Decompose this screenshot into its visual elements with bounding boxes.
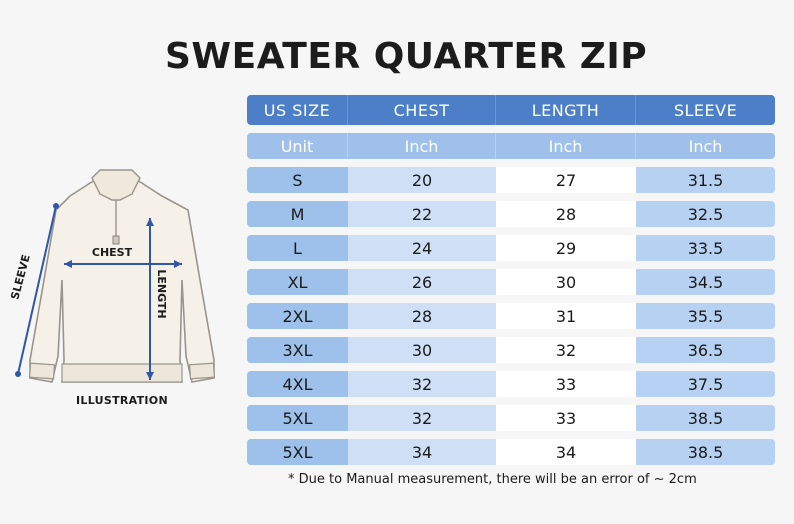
table-header-row: US SIZE CHEST LENGTH SLEEVE bbox=[247, 95, 775, 125]
table-row: 4XL 32 33 37.5 bbox=[247, 371, 775, 397]
cell-sleeve: 33.5 bbox=[636, 235, 775, 261]
cell-size: L bbox=[247, 235, 348, 261]
table-row: L 24 29 33.5 bbox=[247, 235, 775, 261]
cell-length: 28 bbox=[496, 201, 636, 227]
cell-sleeve: 38.5 bbox=[636, 439, 775, 465]
cell-size: S bbox=[247, 167, 348, 193]
header-chest: CHEST bbox=[348, 95, 496, 125]
cell-length: 34 bbox=[496, 439, 636, 465]
table-row: 5XL 32 33 38.5 bbox=[247, 405, 775, 431]
cell-size: 3XL bbox=[247, 337, 348, 363]
unit-sleeve: Inch bbox=[636, 133, 775, 159]
cell-chest: 32 bbox=[348, 405, 496, 431]
table-row: XL 26 30 34.5 bbox=[247, 269, 775, 295]
cell-length: 32 bbox=[496, 337, 636, 363]
cell-length: 30 bbox=[496, 269, 636, 295]
sweater-illustration: SLEEVE CHEST LENGTH bbox=[8, 169, 216, 383]
cell-sleeve: 38.5 bbox=[636, 405, 775, 431]
table-row: 3XL 30 32 36.5 bbox=[247, 337, 775, 363]
cell-sleeve: 31.5 bbox=[636, 167, 775, 193]
table-row: 5XL 34 34 38.5 bbox=[247, 439, 775, 465]
table-row: M 22 28 32.5 bbox=[247, 201, 775, 227]
cell-size: 5XL bbox=[247, 405, 348, 431]
cell-chest: 34 bbox=[348, 439, 496, 465]
cell-length: 29 bbox=[496, 235, 636, 261]
cell-chest: 30 bbox=[348, 337, 496, 363]
cell-length: 33 bbox=[496, 405, 636, 431]
cell-length: 33 bbox=[496, 371, 636, 397]
cell-sleeve: 35.5 bbox=[636, 303, 775, 329]
cell-size: M bbox=[247, 201, 348, 227]
cell-sleeve: 36.5 bbox=[636, 337, 775, 363]
sleeve-label: SLEEVE bbox=[8, 253, 32, 301]
illustration-caption: ILLUSTRATION bbox=[76, 394, 168, 407]
cell-chest: 26 bbox=[348, 269, 496, 295]
size-table: US SIZE CHEST LENGTH SLEEVE Unit Inch In… bbox=[247, 95, 775, 473]
cell-size: 4XL bbox=[247, 371, 348, 397]
cell-chest: 22 bbox=[348, 201, 496, 227]
unit-chest: Inch bbox=[348, 133, 496, 159]
cell-chest: 32 bbox=[348, 371, 496, 397]
length-label: LENGTH bbox=[155, 269, 168, 318]
cell-sleeve: 32.5 bbox=[636, 201, 775, 227]
chest-label: CHEST bbox=[92, 246, 133, 259]
cell-length: 27 bbox=[496, 167, 636, 193]
header-length: LENGTH bbox=[496, 95, 636, 125]
cell-size: XL bbox=[247, 269, 348, 295]
cell-size: 5XL bbox=[247, 439, 348, 465]
unit-label: Unit bbox=[247, 133, 348, 159]
cell-chest: 20 bbox=[348, 167, 496, 193]
sweater-body-shape bbox=[29, 177, 215, 383]
cell-size: 2XL bbox=[247, 303, 348, 329]
cell-length: 31 bbox=[496, 303, 636, 329]
cell-chest: 28 bbox=[348, 303, 496, 329]
cell-sleeve: 37.5 bbox=[636, 371, 775, 397]
cell-chest: 24 bbox=[348, 235, 496, 261]
unit-length: Inch bbox=[496, 133, 636, 159]
sweater-collar-shape bbox=[91, 169, 141, 201]
table-unit-row: Unit Inch Inch Inch bbox=[247, 133, 775, 159]
header-us-size: US SIZE bbox=[247, 95, 348, 125]
table-row: S 20 27 31.5 bbox=[247, 167, 775, 193]
table-row: 2XL 28 31 35.5 bbox=[247, 303, 775, 329]
chart-title: SWEATER QUARTER ZIP bbox=[165, 36, 648, 77]
cell-sleeve: 34.5 bbox=[636, 269, 775, 295]
header-sleeve: SLEEVE bbox=[636, 95, 775, 125]
measurement-note: * Due to Manual measurement, there will … bbox=[288, 472, 697, 487]
